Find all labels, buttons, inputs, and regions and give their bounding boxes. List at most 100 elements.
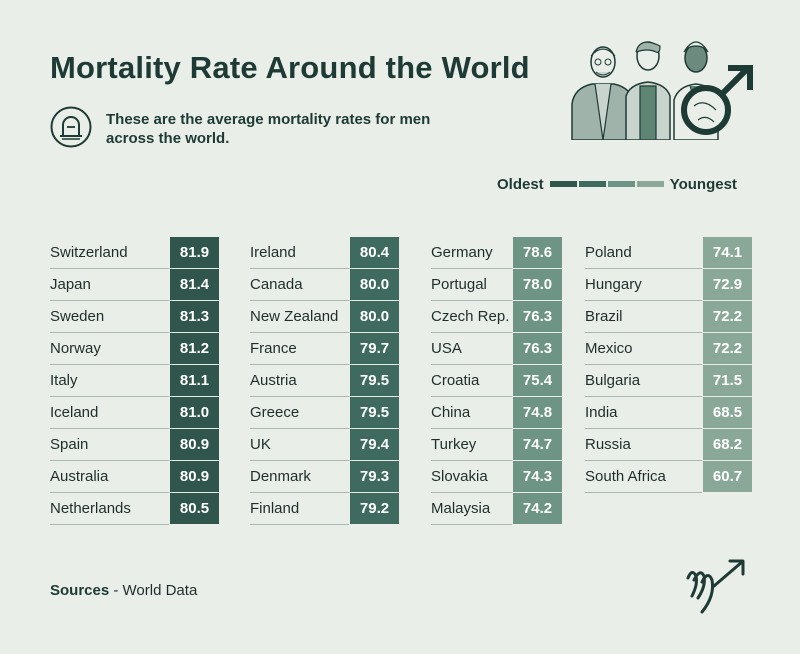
mortality-value: 80.9	[170, 429, 219, 460]
table-row: New Zealand 80.0	[250, 301, 399, 333]
legend-swatch	[636, 181, 664, 187]
mortality-value: 76.3	[513, 333, 562, 364]
country-name: China	[431, 404, 471, 421]
mortality-value: 71.5	[703, 365, 752, 396]
brand-logo-icon	[686, 559, 745, 614]
table-column-2: Ireland 80.4 Canada 80.0 New Zealand 80.0 Fran…	[250, 237, 399, 525]
mortality-value: 79.5	[350, 397, 399, 428]
row-divider	[431, 396, 512, 397]
country-name: Japan	[50, 276, 91, 293]
mortality-value: 79.2	[350, 493, 399, 524]
table-row: Switzerland 81.9	[50, 237, 219, 269]
table-column-4: Poland 74.1 Hungary 72.9 Brazil 72.2 Mexico 72.…	[585, 237, 752, 493]
table-row: Bulgaria 71.5	[585, 365, 752, 397]
row-divider	[585, 428, 702, 429]
mortality-value: 78.6	[513, 237, 562, 268]
mortality-value: 79.5	[350, 365, 399, 396]
table-row: Russia 68.2	[585, 429, 752, 461]
table-row: France 79.7	[250, 333, 399, 365]
table-row: Czech Rep. 76.3	[431, 301, 562, 333]
mortality-value: 68.5	[703, 397, 752, 428]
mortality-value: 72.2	[703, 301, 752, 332]
mortality-value: 80.0	[350, 269, 399, 300]
mortality-value: 74.1	[703, 237, 752, 268]
sources-note: Sources - World Data	[50, 582, 197, 599]
row-divider	[250, 300, 349, 301]
table-row: Iceland 81.0	[50, 397, 219, 429]
legend: Oldest Youngest	[497, 175, 737, 193]
country-name: Sweden	[50, 308, 105, 325]
row-divider	[585, 492, 702, 493]
legend-swatch	[549, 181, 577, 187]
country-name: Australia	[50, 468, 109, 485]
row-divider	[250, 332, 349, 333]
table-row: Greece 79.5	[250, 397, 399, 429]
table-row: Canada 80.0	[250, 269, 399, 301]
country-name: Denmark	[250, 468, 311, 485]
mortality-value: 72.2	[703, 333, 752, 364]
country-name: Malaysia	[431, 500, 491, 517]
table-row: Brazil 72.2	[585, 301, 752, 333]
table-row: Croatia 75.4	[431, 365, 562, 397]
row-divider	[50, 300, 169, 301]
row-divider	[50, 268, 169, 269]
country-name: Mexico	[585, 340, 633, 357]
mortality-value: 81.2	[170, 333, 219, 364]
row-divider	[250, 268, 349, 269]
mortality-value: 78.0	[513, 269, 562, 300]
table-row: China 74.8	[431, 397, 562, 429]
sources-label: Sources	[50, 582, 110, 599]
country-name: Austria	[250, 372, 297, 389]
row-divider	[250, 396, 349, 397]
table-row: Austria 79.5	[250, 365, 399, 397]
table-row: South Africa 60.7	[585, 461, 752, 493]
mortality-value: 75.4	[513, 365, 562, 396]
table-row: Spain 80.9	[50, 429, 219, 461]
mortality-value: 81.9	[170, 237, 219, 268]
country-name: Portugal	[431, 276, 487, 293]
table-column-3: Germany 78.6 Portugal 78.0 Czech Rep. 76.3 USA…	[431, 237, 562, 525]
table-row: Turkey 74.7	[431, 429, 562, 461]
mortality-value: 74.3	[513, 461, 562, 492]
table-row: Hungary 72.9	[585, 269, 752, 301]
row-divider	[431, 524, 512, 525]
row-divider	[431, 492, 512, 493]
country-name: Greece	[250, 404, 300, 421]
mortality-value: 80.4	[350, 237, 399, 268]
country-name: Finland	[250, 500, 300, 517]
row-divider	[50, 332, 169, 333]
country-name: Netherlands	[50, 500, 131, 517]
mortality-value: 81.4	[170, 269, 219, 300]
table-row: Sweden 81.3	[50, 301, 219, 333]
mortality-value: 74.2	[513, 493, 562, 524]
table-row: Malaysia 74.2	[431, 493, 562, 525]
row-divider	[585, 460, 702, 461]
table-row: Japan 81.4	[50, 269, 219, 301]
mortality-value: 76.3	[513, 301, 562, 332]
row-divider	[431, 300, 512, 301]
mortality-value: 80.5	[170, 493, 219, 524]
country-name: USA	[431, 340, 462, 357]
row-divider	[250, 428, 349, 429]
mortality-value: 74.7	[513, 429, 562, 460]
country-name: Russia	[585, 436, 631, 453]
legend-swatch	[578, 181, 606, 187]
row-divider	[585, 364, 702, 365]
country-name: Norway	[50, 340, 101, 357]
table-row: Norway 81.2	[50, 333, 219, 365]
mortality-value: 81.0	[170, 397, 219, 428]
country-name: Bulgaria	[585, 372, 641, 389]
row-divider	[585, 396, 702, 397]
country-name: Slovakia	[431, 468, 488, 485]
three-men-with-male-symbol-illustration	[571, 41, 753, 140]
row-divider	[50, 460, 169, 461]
table-row: Denmark 79.3	[250, 461, 399, 493]
row-divider	[431, 428, 512, 429]
row-divider	[250, 492, 349, 493]
country-name: Turkey	[431, 436, 477, 453]
row-divider	[585, 268, 702, 269]
row-divider	[431, 268, 512, 269]
table-column-1: Switzerland 81.9 Japan 81.4 Sweden 81.3 Norway…	[50, 237, 219, 525]
table-row: Italy 81.1	[50, 365, 219, 397]
page-title: Mortality Rate Around the World	[50, 50, 530, 85]
